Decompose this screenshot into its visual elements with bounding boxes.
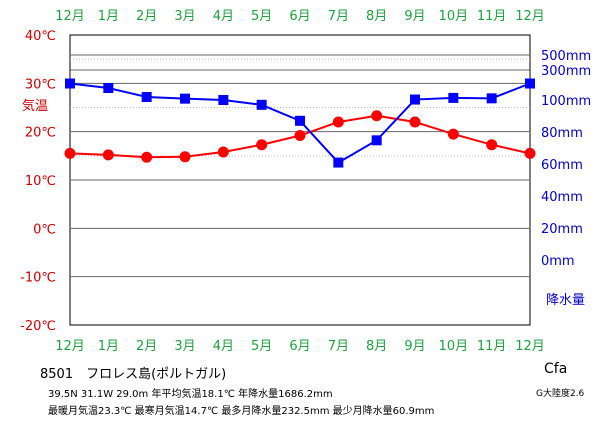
month-label-bottom: 2月	[136, 339, 157, 354]
month-label-top: 12月	[515, 9, 545, 24]
precipitation-point	[141, 92, 152, 102]
precipitation-point	[486, 93, 497, 104]
precipitation-point	[218, 95, 229, 105]
month-label-bottom: 1月	[98, 339, 119, 354]
temperature-point	[409, 116, 421, 128]
precipitation-point	[448, 92, 459, 103]
month-label-top: 3月	[174, 9, 195, 24]
precipitation-point	[371, 135, 382, 146]
precipitation-point	[333, 157, 344, 168]
month-label-top: 1月	[98, 9, 119, 24]
precip-tick: 300mm	[541, 64, 591, 79]
month-label-bottom: 3月	[174, 339, 195, 354]
month-label-top: 2月	[136, 9, 157, 24]
precip-axis-title: 降水量	[546, 293, 585, 308]
temperature-tick: -20℃	[20, 319, 56, 334]
temperature-tick: 10℃	[25, 174, 56, 189]
precip-tick: 40mm	[541, 190, 583, 205]
station-name: 8501 フロレス島(ポルトガル)	[40, 367, 227, 382]
temperature-tick: 0℃	[33, 222, 56, 237]
month-label-top: 6月	[289, 9, 310, 24]
climate-class: Cfa	[544, 361, 568, 377]
temperature-point	[447, 128, 459, 140]
precipitation-point	[256, 99, 267, 110]
temperature-tick: 30℃	[25, 77, 56, 92]
continentality: G大陸度2.6	[536, 389, 585, 399]
precipitation-point	[65, 78, 75, 89]
temperature-tick: 40℃	[25, 29, 56, 44]
precip-tick: 80mm	[541, 126, 583, 141]
temperature-point	[486, 139, 498, 151]
temperature-tick: -10℃	[20, 271, 56, 286]
month-label-top: 11月	[477, 9, 507, 24]
month-label-top: 8月	[366, 9, 387, 24]
temperature-point	[141, 151, 153, 163]
month-label-bottom: 4月	[213, 339, 234, 354]
month-label-bottom: 12月	[515, 339, 545, 354]
month-label-bottom: 6月	[289, 339, 310, 354]
station-extremes: 最暖月気温23.3℃ 最寒月気温14.7℃ 最多月降水量232.5mm 最少月降…	[48, 406, 435, 417]
month-label-top: 9月	[404, 9, 425, 24]
precip-tick: 0mm	[541, 254, 575, 269]
month-label-top: 4月	[213, 9, 234, 24]
temperature-point	[332, 116, 344, 128]
station-stats: 39.5N 31.1W 29.0m 年平均気温18.1℃ 年降水量1686.2m…	[48, 389, 333, 400]
temperature-axis-title: 気温	[22, 98, 48, 114]
month-label-top: 10月	[439, 9, 469, 24]
month-label-bottom: 7月	[328, 339, 349, 354]
temperature-point	[294, 130, 306, 142]
temperature-point	[64, 147, 76, 159]
temperature-tick: 20℃	[25, 126, 56, 141]
month-label-bottom: 5月	[251, 339, 272, 354]
month-label-bottom: 10月	[439, 339, 469, 354]
month-label-bottom: 8月	[366, 339, 387, 354]
precipitation-point	[180, 93, 190, 104]
precipitation-point	[295, 115, 305, 126]
precip-tick: 60mm	[541, 158, 583, 173]
temperature-point	[217, 146, 229, 158]
precip-tick: 100mm	[541, 94, 591, 109]
precipitation-point	[410, 94, 420, 105]
precip-tick: 500mm	[541, 49, 591, 64]
temperature-point	[102, 149, 114, 161]
temperature-point	[371, 110, 383, 122]
precip-tick: 20mm	[541, 222, 583, 237]
precipitation-point	[103, 83, 114, 93]
month-label-bottom: 11月	[477, 339, 507, 354]
month-label-top: 12月	[55, 9, 85, 24]
month-label-top: 7月	[328, 9, 349, 24]
temperature-point	[179, 151, 191, 163]
precipitation-point	[525, 78, 535, 89]
month-label-top: 5月	[251, 9, 272, 24]
temperature-point	[256, 139, 268, 151]
month-label-bottom: 9月	[404, 339, 425, 354]
temperature-point	[524, 147, 536, 159]
month-label-bottom: 12月	[55, 339, 85, 354]
